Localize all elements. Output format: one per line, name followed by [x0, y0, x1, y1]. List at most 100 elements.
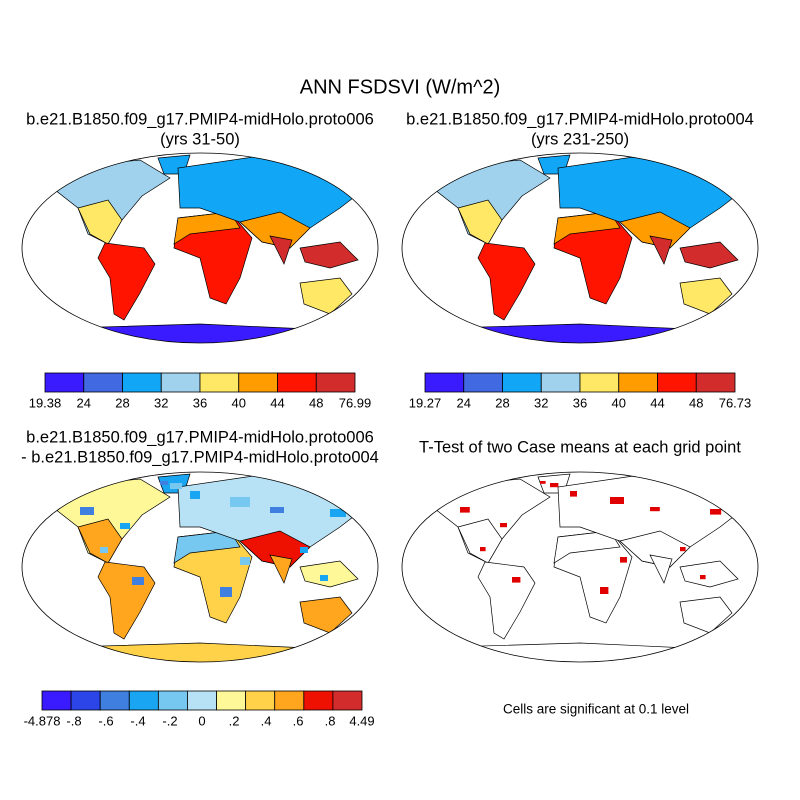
significant-cell	[610, 497, 624, 504]
continent	[649, 554, 673, 584]
significant-cell	[700, 575, 706, 580]
map-panel: b.e21.B1850.f09_g17.PMIP4-midHolo.proto0…	[21, 428, 379, 728]
continent	[649, 235, 673, 265]
colorbar-label: 28	[495, 395, 509, 410]
panel-title: b.e21.B1850.f09_g17.PMIP4-midHolo.proto0…	[26, 110, 374, 128]
land	[49, 473, 367, 662]
continent	[679, 596, 733, 634]
anomaly-patch	[300, 547, 308, 553]
colorbar-box	[44, 372, 85, 393]
colorbar-label: 48	[309, 395, 323, 410]
map-border	[21, 152, 379, 344]
continent	[177, 474, 367, 568]
land	[49, 154, 367, 343]
colorbar-box	[199, 372, 240, 393]
colorbar-label: 40	[612, 395, 626, 410]
continent	[299, 596, 353, 634]
anomaly-patch	[270, 507, 284, 513]
anomaly-patch	[120, 523, 130, 529]
continent	[477, 561, 536, 640]
colorbar-box	[579, 372, 620, 393]
continent	[97, 242, 156, 321]
panel-title: (yrs 31-50)	[160, 130, 240, 148]
colorbar-label: 44	[650, 395, 664, 410]
map-panel: b.e21.B1850.f09_g17.PMIP4-midHolo.proto0…	[21, 110, 379, 410]
continent	[269, 235, 293, 265]
anomaly-patch	[170, 483, 182, 489]
colorbar-box	[245, 690, 276, 711]
continent	[557, 474, 747, 568]
colorbar-label: 28	[115, 395, 129, 410]
significant-cell	[710, 509, 722, 515]
continent	[457, 518, 503, 564]
continent	[77, 518, 123, 564]
continent	[269, 554, 293, 584]
significant-cell	[650, 507, 660, 512]
colorbar-box	[618, 372, 658, 393]
panel-title: - b.e21.B1850.f09_g17.PMIP4-midHolo.prot…	[21, 448, 379, 466]
colorbar-box	[424, 372, 465, 393]
colorbar-box	[463, 372, 503, 393]
colorbar-box	[695, 372, 736, 393]
colorbar-label: 36	[193, 395, 207, 410]
colorbar-label: 76.99	[339, 395, 372, 410]
anomaly-patch	[230, 497, 250, 507]
panel-title: T-Test of two Case means at each grid po…	[419, 438, 741, 456]
significant-cell	[460, 507, 470, 513]
colorbar-box	[540, 372, 581, 393]
colorbar-label: 4.49	[349, 713, 374, 728]
significant-cell	[550, 483, 559, 488]
colorbar-box	[122, 372, 162, 393]
colorbar-box	[277, 372, 317, 393]
colorbar-label: .8	[325, 713, 336, 728]
continent	[299, 241, 359, 269]
colorbar-label: -.2	[162, 713, 177, 728]
colorbar-box	[502, 372, 542, 393]
panel-title: b.e21.B1850.f09_g17.PMIP4-midHolo.proto0…	[406, 110, 754, 128]
colorbar-label: 19.38	[29, 395, 62, 410]
colorbar-label: 0	[198, 713, 205, 728]
colorbar-box	[216, 690, 247, 711]
colorbar-label: 36	[573, 395, 587, 410]
colorbar-label: 24	[77, 395, 91, 410]
anomaly-patch	[330, 509, 346, 517]
anomaly-patch	[320, 575, 328, 581]
significant-cell	[500, 523, 507, 528]
continent	[679, 241, 739, 269]
colorbar-box	[83, 372, 123, 393]
continent	[457, 199, 503, 245]
continent	[619, 211, 691, 249]
land	[429, 473, 747, 662]
panel-note: Cells are significant at 0.1 level	[503, 702, 689, 717]
anomaly-patch	[132, 577, 144, 585]
colorbar-label: 48	[689, 395, 703, 410]
map-panel: b.e21.B1850.f09_g17.PMIP4-midHolo.proto0…	[401, 110, 759, 410]
colorbar-label: -.8	[66, 713, 81, 728]
significant-cell	[512, 577, 521, 583]
significant-cell	[680, 547, 686, 552]
continent	[299, 277, 353, 315]
continent	[239, 530, 311, 568]
map-border	[21, 471, 379, 663]
colorbar-label: 32	[154, 395, 168, 410]
significant-cell	[570, 491, 577, 497]
colorbar-label: -.6	[98, 713, 113, 728]
land	[429, 154, 747, 343]
anomaly-patch	[240, 557, 250, 565]
colorbar-label: 32	[534, 395, 548, 410]
colorbar-label: -4.878	[24, 713, 61, 728]
continent	[299, 560, 359, 588]
continent	[239, 211, 311, 249]
significant-cell	[540, 481, 546, 484]
continent	[679, 277, 733, 315]
continent	[177, 155, 367, 249]
continent	[619, 530, 691, 568]
colorbar-box	[157, 690, 188, 711]
anomaly-patch	[80, 507, 94, 515]
significant-cell	[620, 557, 627, 563]
colorbar-label: 44	[270, 395, 284, 410]
map-panel: T-Test of two Case means at each grid po…	[401, 438, 759, 717]
colorbar-box	[128, 690, 159, 711]
colorbar-box	[99, 690, 130, 711]
